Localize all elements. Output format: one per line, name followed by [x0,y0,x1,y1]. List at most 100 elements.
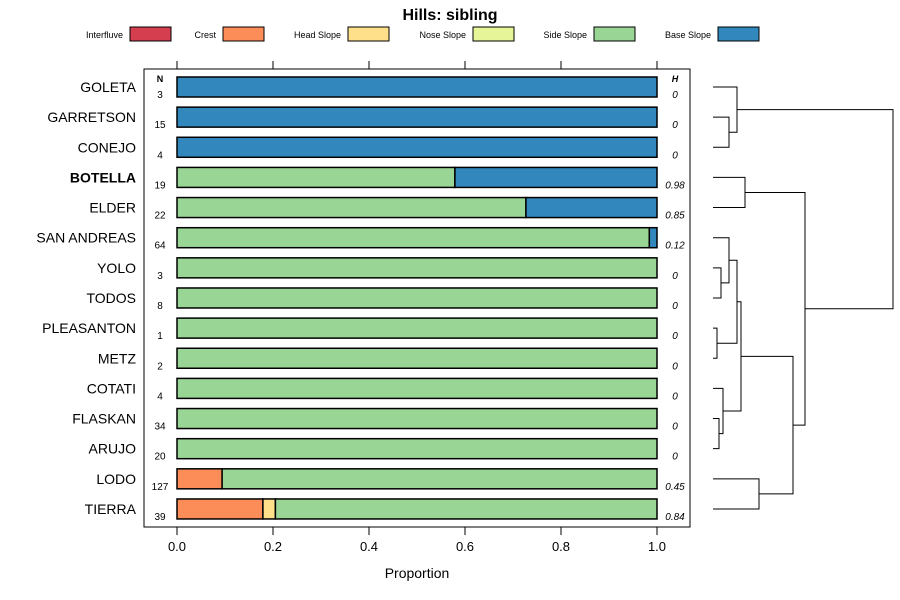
bar-segment-side-slope [176,226,651,249]
plot-frame [143,68,691,528]
category-label: ELDER [89,200,136,216]
h-value: 0 [672,90,678,101]
bar-segment-base-slope [648,226,658,249]
legend-swatch [347,26,390,42]
row-arujo: ARUJO 20 0 [89,437,678,463]
n-column-header: N [157,74,164,84]
legend-item-nose-slope: Nose Slope [419,26,515,42]
category-label: SAN ANDREAS [36,230,136,246]
dendrogram-branch [713,478,760,510]
category-label: TIERRA [85,501,137,517]
bar-segment-side-slope [176,377,658,400]
h-value: 0 [672,422,678,433]
bar-segment-side-slope [176,287,658,309]
legend-swatch [129,26,172,42]
h-value: 0 [672,391,678,402]
n-value: 2 [157,361,163,372]
category-label: ARUJO [89,441,137,457]
row-flaskan: FLASKAN 34 0 [72,407,678,433]
dendrogram-branch [713,86,738,133]
h-column-header: H [672,74,679,84]
dendrogram-branch [713,267,722,299]
category-label: METZ [98,350,137,366]
row-garretson: GARRETSON 15 0 [47,106,678,131]
row-goleta: GOLETA 3 0 [80,76,678,101]
dendrogram [713,86,894,510]
legend-swatch [222,26,265,42]
n-value: 20 [154,452,166,463]
x-axis: 0.0 0.2 0.4 0.6 0.8 1.0 [168,527,666,554]
bar-segment-base-slope [176,76,658,98]
row-cotati: COTATI 4 0 [87,377,678,402]
h-value: 0.85 [665,211,685,222]
bar-segment-side-slope [176,257,658,279]
bar-segment-side-slope [176,196,527,219]
x-tick-label: 0.6 [456,539,474,554]
bar-segment-side-slope [176,347,658,370]
bar-segment-crest [176,468,223,490]
bar-segment-base-slope [176,136,658,159]
row-pleasanton: PLEASANTON 1 0 [42,317,678,342]
dendrogram-branch [741,355,794,495]
x-axis-label: Proportion [385,565,450,581]
n-value: 127 [152,482,169,493]
dendrogram-branch [713,418,720,450]
category-label: FLASKAN [72,411,136,427]
row-tierra: TIERRA 39 0.84 [85,498,685,523]
x-tick-label: 0.8 [552,539,570,554]
legend-label: Head Slope [294,30,341,40]
bar-segment-side-slope [176,437,658,460]
bar-segment-base-slope [454,166,658,189]
x-tick-label: 0.2 [264,539,282,554]
legend: Interfluve Crest Head Slope Nose Slope Side … [86,26,760,42]
n-value: 22 [154,211,166,222]
bar-segment-side-slope [274,498,658,520]
category-label: BOTELLA [70,169,136,185]
n-value: 64 [154,241,166,252]
legend-label: Side Slope [543,30,587,40]
dendrogram-branch [717,259,738,344]
n-value: 19 [154,180,166,191]
legend-item-side-slope: Side Slope [543,26,636,42]
n-value: 4 [157,150,163,161]
n-value: 39 [154,512,166,523]
category-label: TODOS [86,290,136,306]
bar-segment-head-slope [262,498,277,520]
row-metz: METZ 2 0 [98,347,678,372]
legend-swatch [593,26,636,42]
category-label: PLEASANTON [42,320,136,336]
dendrogram-branch [723,301,742,412]
h-value: 0 [672,331,678,342]
dendrogram-branch [713,176,746,209]
category-label: CONEJO [78,139,136,155]
n-value: 15 [154,120,166,131]
legend-label: Nose Slope [419,30,466,40]
legend-item-crest: Crest [194,26,265,42]
legend-swatch [472,26,515,42]
row-lodo: LODO 127 0.45 [96,468,685,493]
bar-segment-base-slope [525,196,658,219]
h-value: 0.45 [665,482,685,493]
bar-segment-base-slope [176,106,658,128]
bar-segment-side-slope [176,317,658,339]
legend-item-base-slope: Base Slope [665,26,760,42]
n-value: 34 [154,422,166,433]
category-label: GARRETSON [47,109,136,125]
x-tick-label: 1.0 [648,539,666,554]
legend-item-interfluve: Interfluve [86,26,172,42]
bar-rows: GOLETA 3 0 GARRETSON 15 0 CONEJO 4 0 BOTELLA 19 0.9… [36,76,685,523]
dendrogram-branch [737,109,894,310]
dendrogram-branch [713,116,730,148]
h-value: 0 [672,301,678,312]
legend-swatch [717,26,760,42]
legend-label: Interfluve [86,30,123,40]
n-value: 3 [157,90,163,101]
h-value: 0.98 [665,180,685,191]
dendrogram-branch [713,387,724,435]
row-botella: BOTELLA 19 0.98 [70,166,685,191]
n-value: 4 [157,391,163,402]
bar-segment-crest [176,498,264,520]
h-value: 0.84 [665,512,685,523]
h-value: 0 [672,452,678,463]
